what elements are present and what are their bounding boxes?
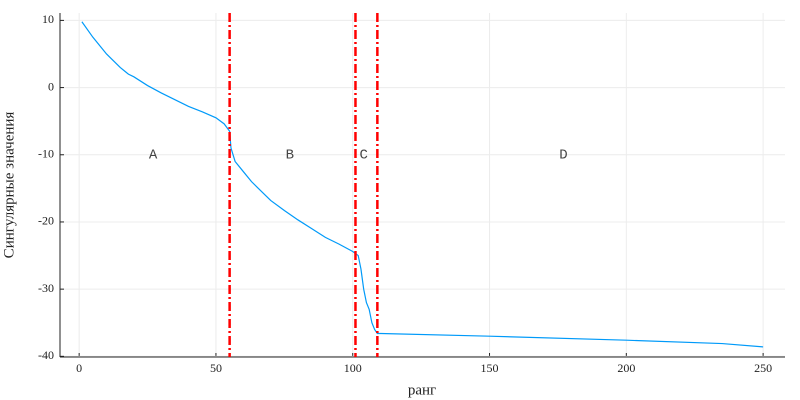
y-tick-label: 0 (48, 79, 54, 93)
y-tick-label: -40 (38, 348, 54, 362)
x-tick-label: 100 (344, 361, 362, 375)
x-tick-label: 250 (754, 361, 772, 375)
x-tick-label: 0 (76, 361, 82, 375)
x-tick-label: 150 (481, 361, 499, 375)
annotation: C (359, 147, 367, 163)
x-tick-label: 50 (210, 361, 222, 375)
y-tick-label: -20 (38, 214, 54, 228)
x-tick-label: 200 (617, 361, 635, 375)
annotation: D (559, 147, 567, 163)
y-tick-label: -30 (38, 281, 54, 295)
y-axis-label: Сингулярные значения (1, 112, 17, 259)
annotation: A (149, 147, 158, 163)
y-tick-label: 10 (42, 12, 54, 26)
x-axis-label: ранг (408, 382, 436, 398)
annotation: B (286, 147, 294, 163)
y-tick-label: -10 (38, 147, 54, 161)
data-line (81, 21, 764, 348)
